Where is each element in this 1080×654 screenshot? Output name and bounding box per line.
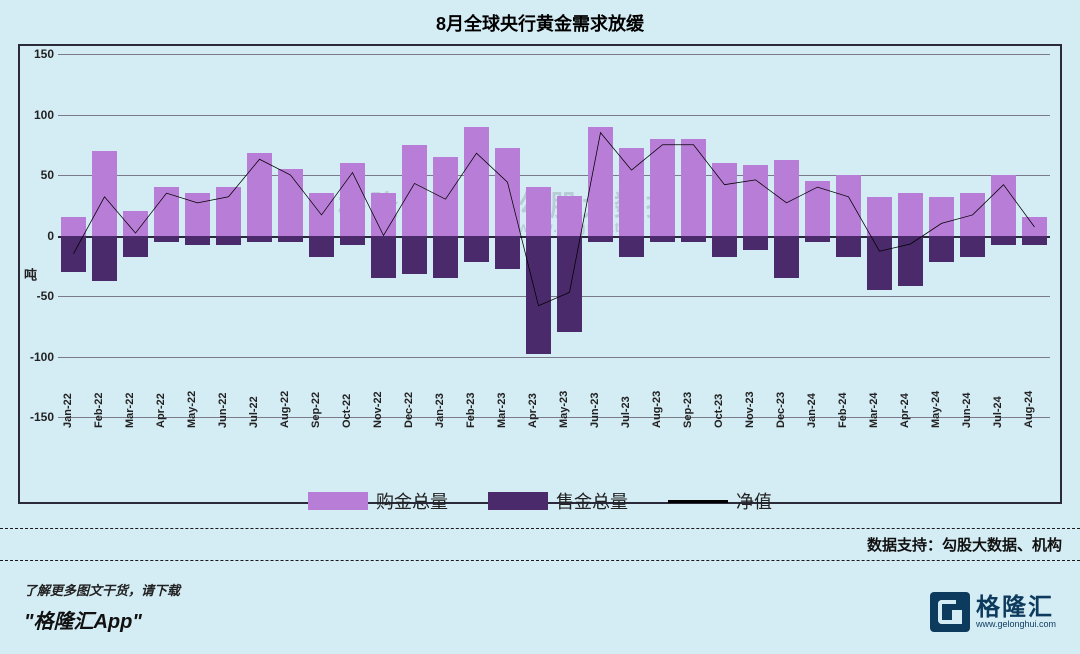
footer-left: 了解更多图文干货，请下载 "格隆汇App" xyxy=(24,580,180,634)
footer-hint: 了解更多图文干货，请下载 xyxy=(24,580,180,599)
y-tick-label: 0 xyxy=(47,229,58,243)
footer-app: "格隆汇App" xyxy=(24,605,180,634)
x-tick-label: Nov-23 xyxy=(744,391,756,428)
logo: 格隆汇 www.gelonghui.com xyxy=(930,592,1056,632)
x-tick-label: Apr-22 xyxy=(155,393,167,428)
x-tick-label: May-24 xyxy=(930,391,942,428)
x-tick-label: Apr-23 xyxy=(527,393,539,428)
legend-net-label: 净值 xyxy=(736,488,772,514)
y-tick-label: 150 xyxy=(34,47,58,61)
x-tick-label: Jun-22 xyxy=(217,393,229,428)
y-tick-label: -50 xyxy=(37,289,58,303)
x-tick-label: Mar-22 xyxy=(124,393,136,428)
x-tick-label: Aug-22 xyxy=(279,391,291,428)
x-tick-label: Oct-22 xyxy=(341,394,353,428)
legend-sell-swatch xyxy=(488,492,548,510)
x-axis-labels: Jan-22Feb-22Mar-22Apr-22May-22Jun-22Jul-… xyxy=(58,420,1050,498)
y-tick-label: -100 xyxy=(30,350,58,364)
x-tick-label: Jan-24 xyxy=(806,393,818,428)
legend-buy: 购金总量 xyxy=(308,488,448,514)
x-tick-label: Jul-22 xyxy=(248,396,260,428)
logo-icon xyxy=(930,592,970,632)
y-tick-label: 50 xyxy=(41,168,58,182)
legend: 购金总量 售金总量 净值 xyxy=(308,488,772,514)
y-tick-label: -150 xyxy=(30,410,58,424)
legend-sell: 售金总量 xyxy=(488,488,628,514)
x-tick-label: Jul-23 xyxy=(620,396,632,428)
plot-area: 格隆 勾股大数据 www.gugudata -150-100-500501001… xyxy=(58,54,1050,417)
x-tick-label: Aug-24 xyxy=(1023,391,1035,428)
x-tick-label: Sep-22 xyxy=(310,392,322,428)
x-tick-label: Jan-22 xyxy=(62,393,74,428)
x-tick-label: Jun-23 xyxy=(589,393,601,428)
divider-2 xyxy=(0,560,1080,561)
y-tick-label: 100 xyxy=(34,108,58,122)
x-tick-label: Feb-23 xyxy=(465,393,477,428)
x-tick-label: Dec-22 xyxy=(403,392,415,428)
x-tick-label: Feb-22 xyxy=(93,393,105,428)
legend-buy-swatch xyxy=(308,492,368,510)
legend-net: 净值 xyxy=(668,488,772,514)
logo-text-cn: 格隆汇 xyxy=(976,596,1056,620)
divider-1 xyxy=(0,528,1080,529)
logo-text-url: www.gelonghui.com xyxy=(976,620,1056,629)
x-tick-label: Mar-23 xyxy=(496,393,508,428)
x-tick-label: Sep-23 xyxy=(682,392,694,428)
x-tick-label: May-23 xyxy=(558,391,570,428)
chart-title: 8月全球央行黄金需求放缓 xyxy=(0,0,1080,36)
x-tick-label: Dec-23 xyxy=(775,392,787,428)
chart-container: 吨 格隆 勾股大数据 www.gugudata -150-100-5005010… xyxy=(18,44,1062,504)
net-line xyxy=(58,54,1050,417)
legend-sell-label: 售金总量 xyxy=(556,488,628,514)
x-tick-label: Nov-22 xyxy=(372,391,384,428)
x-tick-label: Jan-23 xyxy=(434,393,446,428)
x-tick-label: May-22 xyxy=(186,391,198,428)
x-tick-label: Oct-23 xyxy=(713,394,725,428)
x-tick-label: Aug-23 xyxy=(651,391,663,428)
legend-net-swatch xyxy=(668,500,728,503)
x-tick-label: Feb-24 xyxy=(837,393,849,428)
y-axis-label: 吨 xyxy=(24,265,37,284)
x-tick-label: Mar-24 xyxy=(868,393,880,428)
legend-buy-label: 购金总量 xyxy=(376,488,448,514)
x-tick-label: Jul-24 xyxy=(992,396,1004,428)
x-tick-label: Jun-24 xyxy=(961,393,973,428)
x-tick-label: Apr-24 xyxy=(899,393,911,428)
data-support-label: 数据支持：勾股大数据、机构 xyxy=(867,534,1062,555)
